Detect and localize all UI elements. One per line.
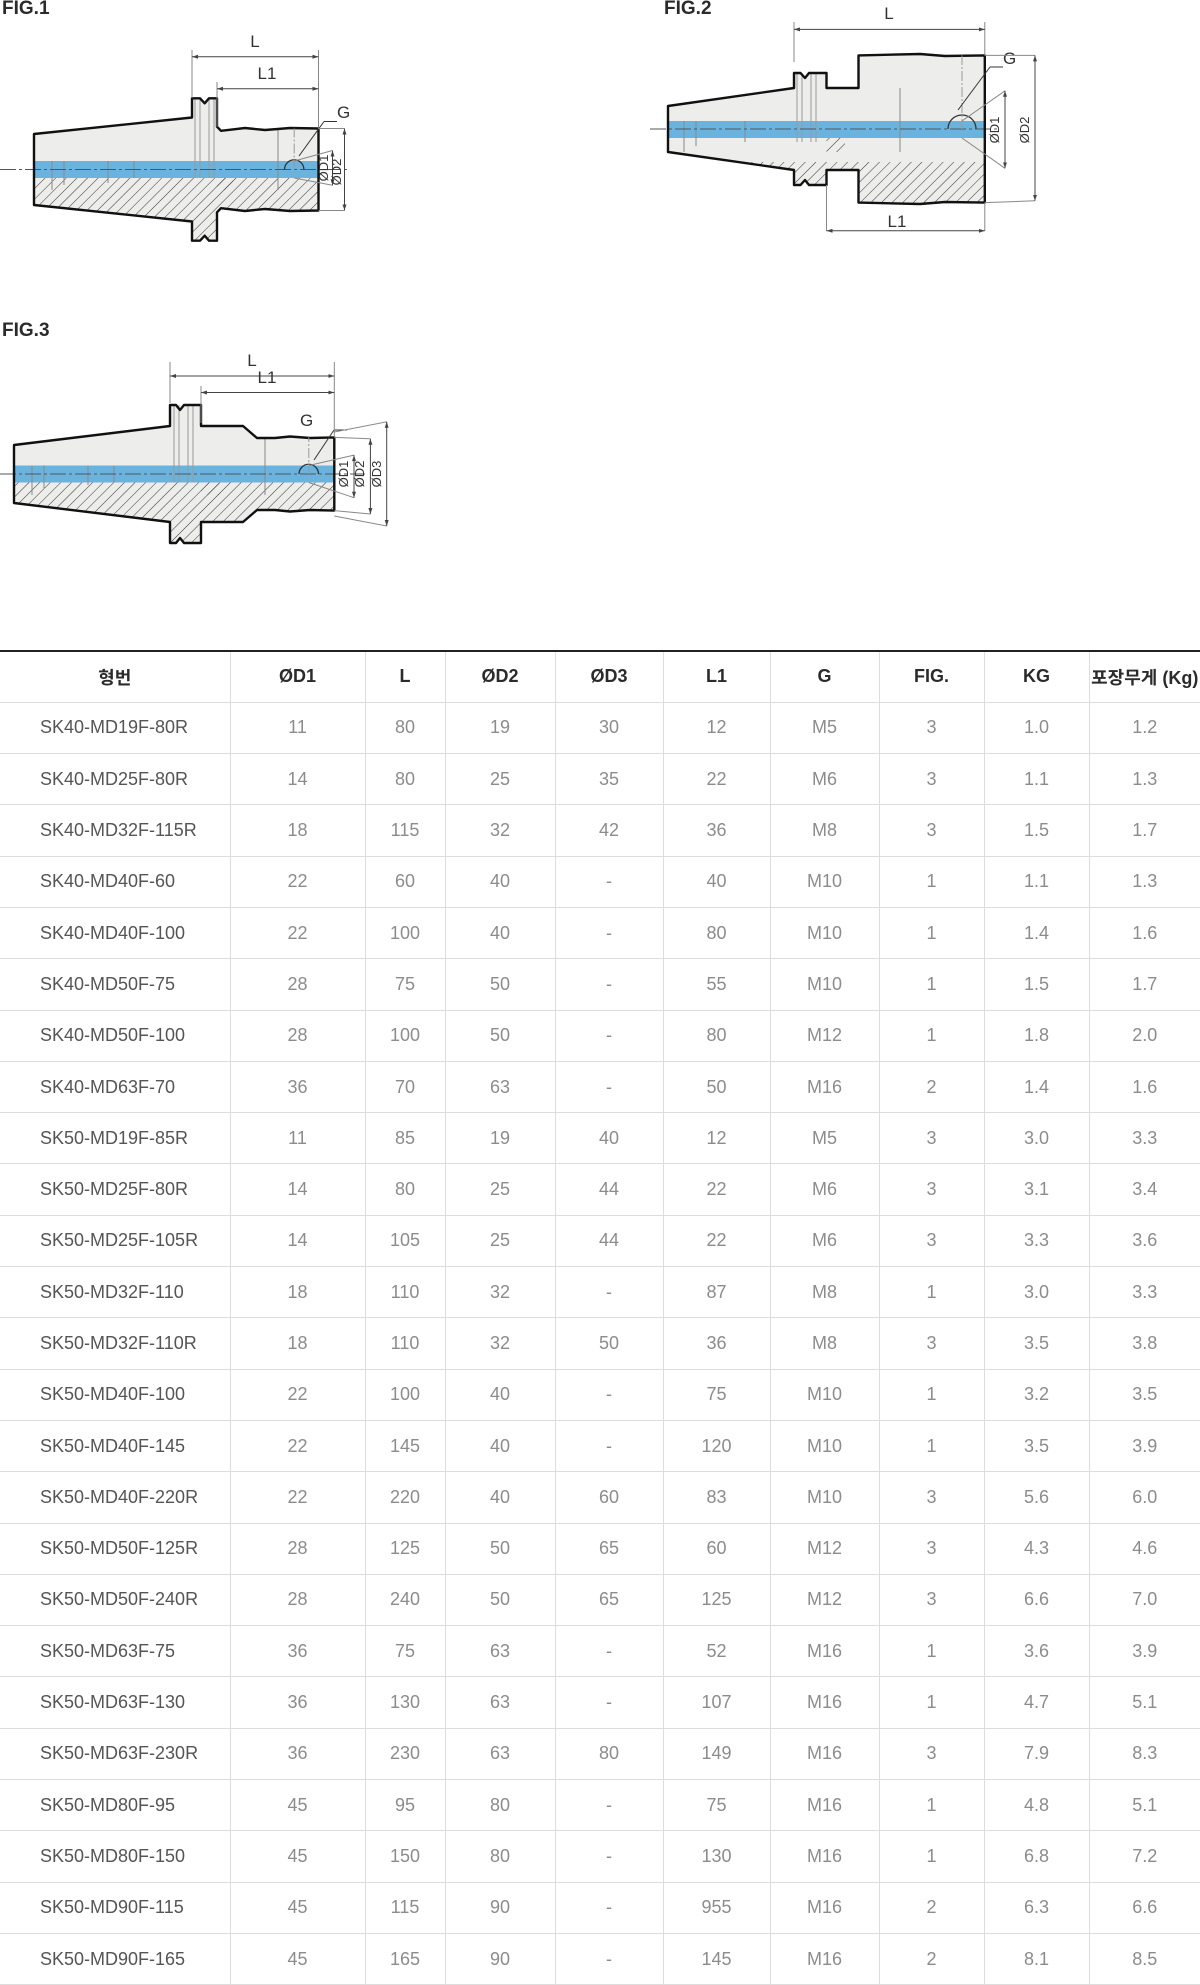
svg-text:ØD1: ØD1 bbox=[987, 117, 1002, 144]
svg-text:L: L bbox=[250, 32, 259, 51]
svg-text:ØD2: ØD2 bbox=[352, 461, 367, 488]
svg-text:ØD2: ØD2 bbox=[329, 159, 344, 186]
svg-text:ØD2: ØD2 bbox=[1017, 117, 1032, 144]
svg-text:L1: L1 bbox=[888, 212, 907, 231]
svg-text:L: L bbox=[247, 351, 256, 370]
svg-text:L1: L1 bbox=[258, 64, 277, 83]
svg-text:G: G bbox=[337, 103, 350, 122]
svg-text:ØD1: ØD1 bbox=[336, 461, 351, 488]
svg-text:G: G bbox=[1003, 49, 1016, 68]
svg-text:ØD3: ØD3 bbox=[369, 461, 384, 488]
svg-text:L1: L1 bbox=[258, 368, 277, 387]
svg-text:G: G bbox=[300, 411, 313, 430]
svg-text:L: L bbox=[884, 4, 893, 23]
